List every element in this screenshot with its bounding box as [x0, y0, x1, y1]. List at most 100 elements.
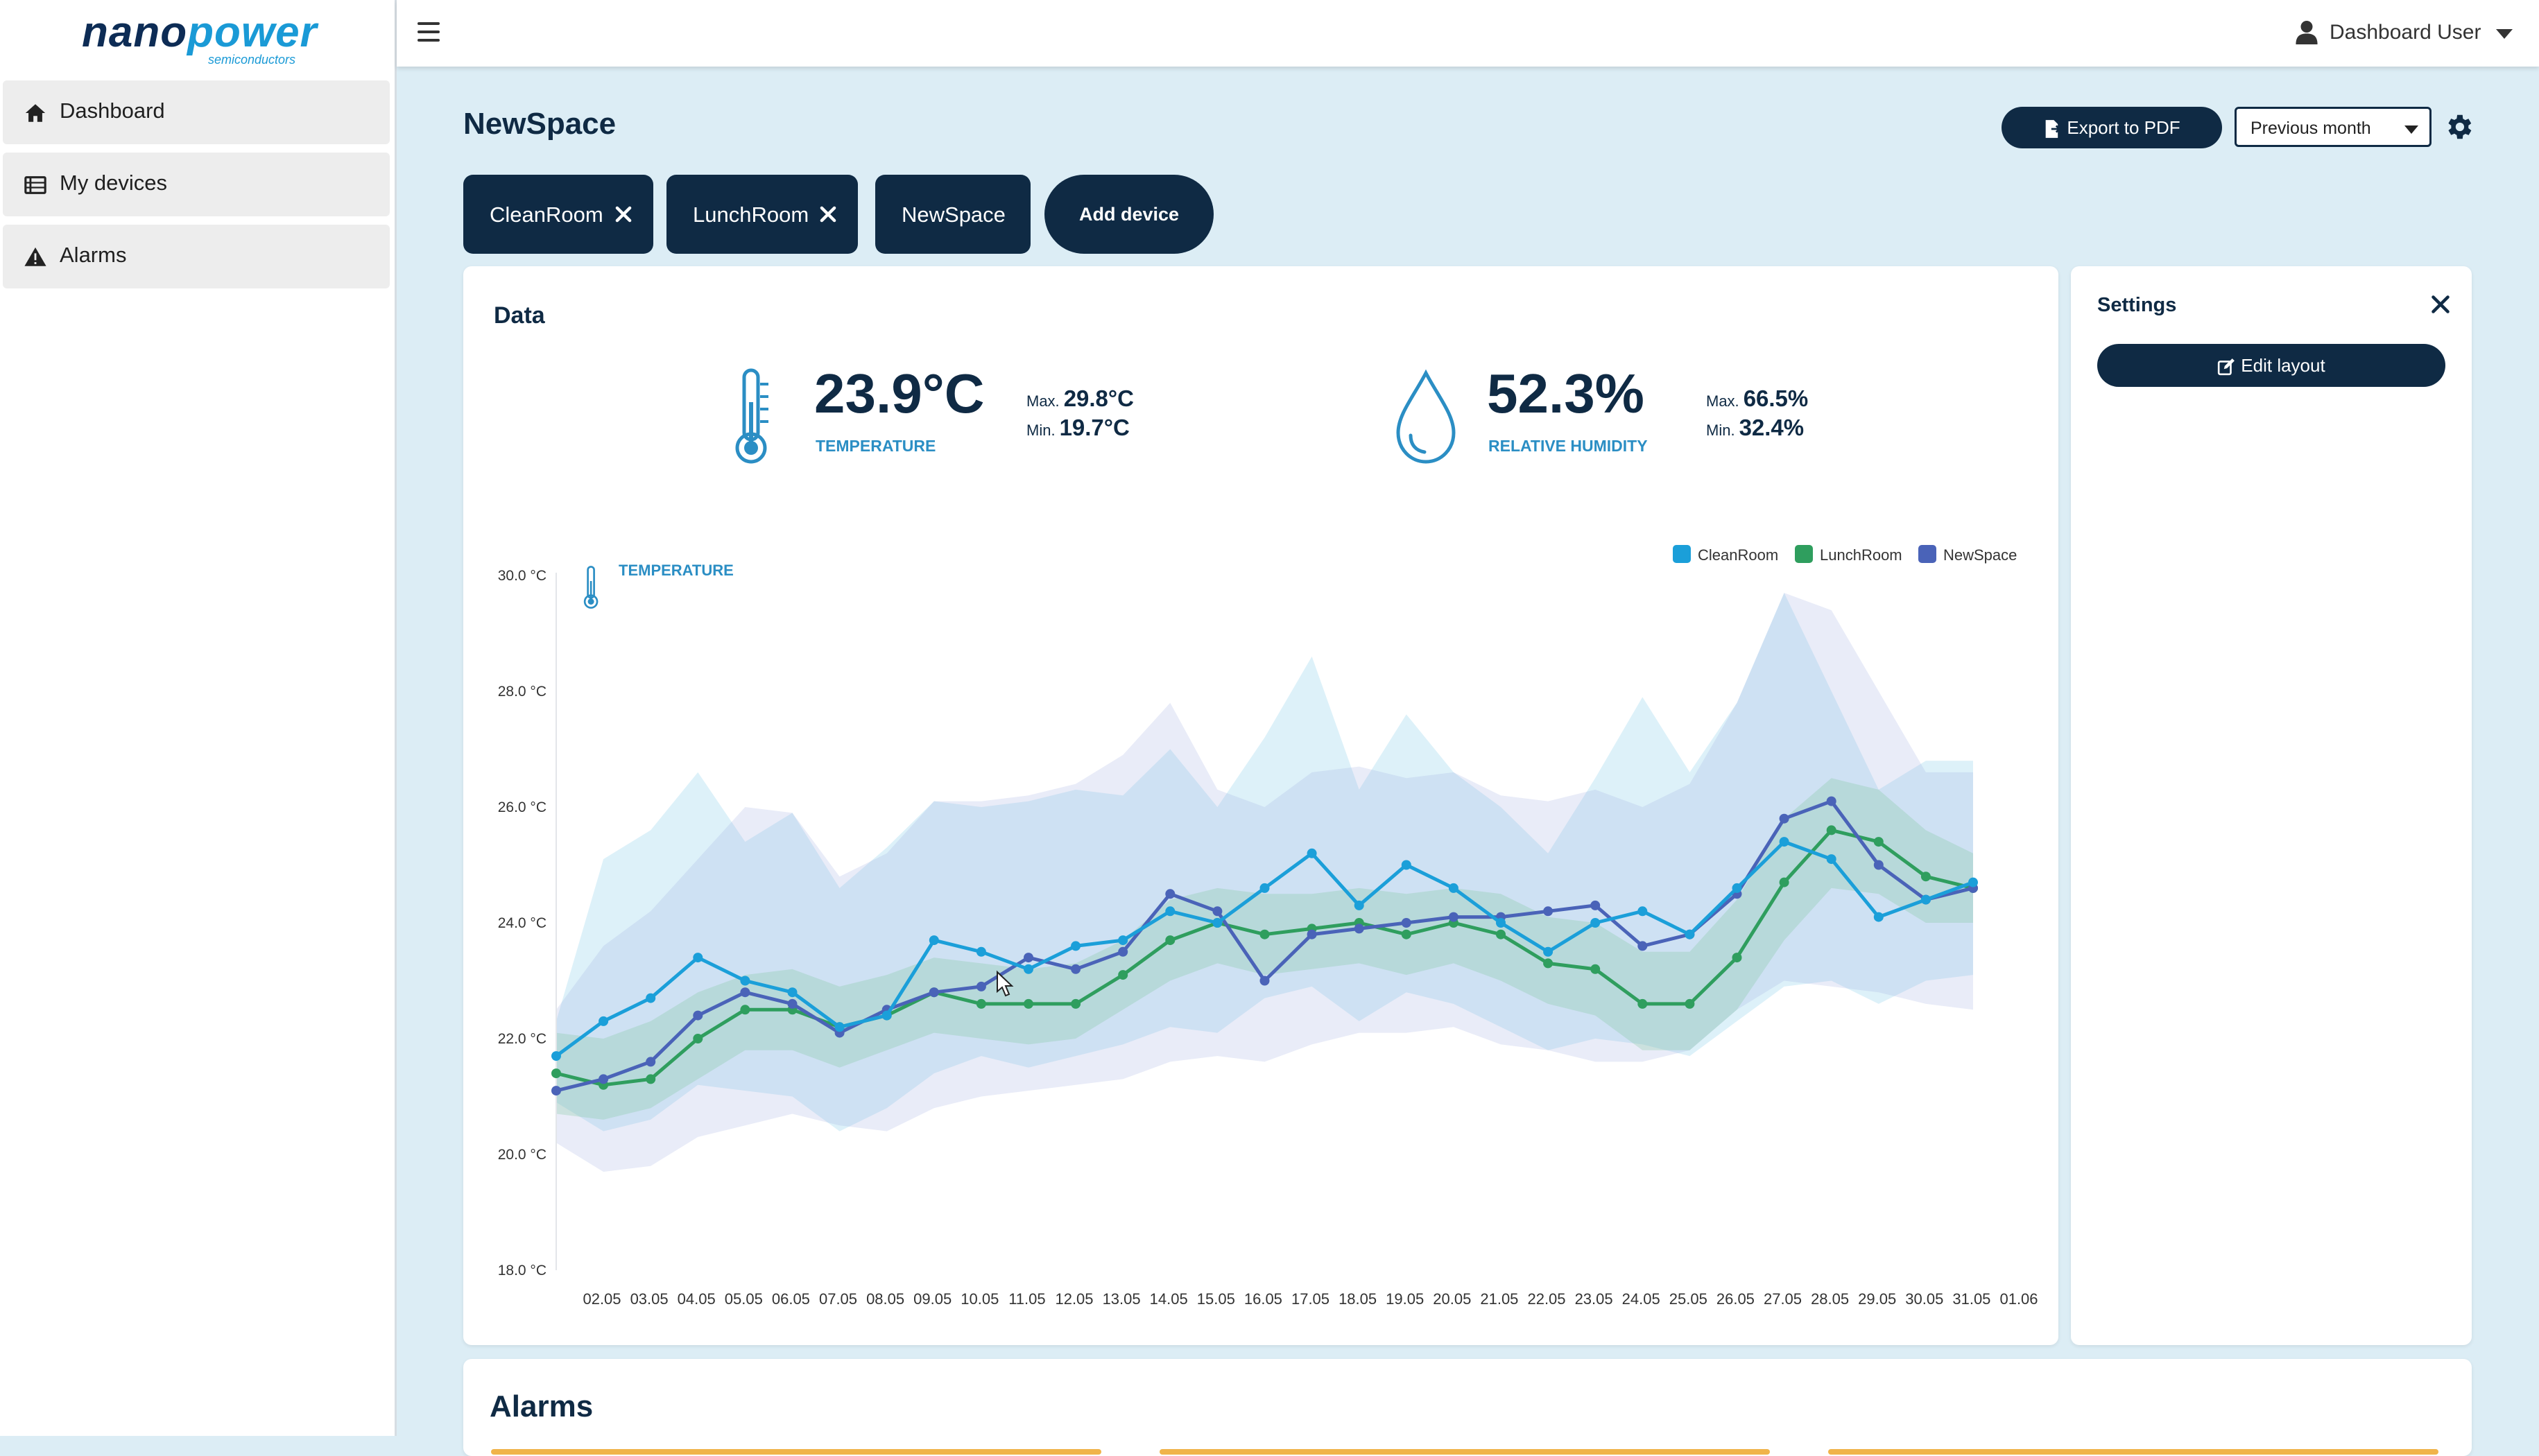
data-point-cleanroom[interactable]: [1448, 883, 1458, 893]
data-point-lunchroom[interactable]: [1920, 872, 1931, 882]
data-point-newspace[interactable]: [1071, 964, 1081, 974]
data-point-cleanroom[interactable]: [976, 946, 986, 957]
data-point-cleanroom[interactable]: [1637, 906, 1648, 917]
data-point-cleanroom[interactable]: [1826, 854, 1836, 865]
data-point-cleanroom[interactable]: [551, 1051, 561, 1061]
data-point-cleanroom[interactable]: [1590, 918, 1601, 928]
data-point-lunchroom[interactable]: [1590, 964, 1601, 974]
data-point-lunchroom[interactable]: [1071, 998, 1081, 1009]
device-tag-cleanroom[interactable]: CleanRoom: [463, 175, 653, 254]
device-tag-newspace[interactable]: NewSpace: [875, 175, 1031, 254]
data-point-lunchroom[interactable]: [1543, 958, 1553, 969]
sidebar-item-alarms[interactable]: Alarms: [3, 225, 390, 288]
data-point-lunchroom[interactable]: [1401, 929, 1411, 939]
data-point-cleanroom[interactable]: [929, 935, 939, 946]
data-point-lunchroom[interactable]: [693, 1034, 703, 1043]
sidebar-item-dashboard[interactable]: Dashboard: [3, 80, 390, 144]
data-point-newspace[interactable]: [646, 1057, 656, 1067]
data-point-cleanroom[interactable]: [1685, 929, 1695, 939]
data-point-lunchroom[interactable]: [976, 998, 986, 1009]
export-pdf-button[interactable]: Export to PDF: [2002, 107, 2222, 148]
data-point-cleanroom[interactable]: [1354, 900, 1364, 910]
sidebar-item-my-devices[interactable]: My devices: [3, 153, 390, 216]
data-point-lunchroom[interactable]: [551, 1068, 561, 1079]
alarm-item[interactable]: [1160, 1449, 1770, 1455]
data-point-lunchroom[interactable]: [1826, 825, 1836, 835]
data-point-cleanroom[interactable]: [1496, 918, 1506, 928]
device-tag-lunchroom[interactable]: LunchRoom: [666, 175, 858, 254]
data-point-lunchroom[interactable]: [1873, 837, 1884, 847]
data-point-newspace[interactable]: [1118, 946, 1128, 957]
data-point-newspace[interactable]: [1779, 813, 1789, 824]
data-point-cleanroom[interactable]: [1212, 918, 1223, 928]
legend-label[interactable]: NewSpace: [1943, 546, 2017, 564]
close-icon[interactable]: [614, 205, 632, 223]
data-point-cleanroom[interactable]: [1118, 935, 1128, 946]
data-point-newspace[interactable]: [693, 1010, 703, 1021]
alarm-item[interactable]: [491, 1449, 1101, 1455]
data-point-cleanroom[interactable]: [1401, 860, 1411, 870]
data-point-newspace[interactable]: [787, 998, 798, 1009]
data-point-lunchroom[interactable]: [1779, 877, 1789, 887]
data-point-cleanroom[interactable]: [787, 987, 798, 998]
data-point-newspace[interactable]: [1826, 796, 1836, 806]
data-point-cleanroom[interactable]: [881, 1010, 892, 1021]
data-point-cleanroom[interactable]: [1873, 912, 1884, 922]
data-point-cleanroom[interactable]: [1024, 964, 1033, 974]
data-point-newspace[interactable]: [551, 1086, 561, 1096]
data-point-lunchroom[interactable]: [1259, 929, 1270, 939]
data-point-newspace[interactable]: [976, 981, 986, 991]
data-point-lunchroom[interactable]: [1118, 970, 1128, 980]
data-point-cleanroom[interactable]: [1259, 883, 1270, 893]
gear-icon[interactable]: [2443, 111, 2475, 143]
data-point-newspace[interactable]: [1259, 976, 1270, 986]
legend-label[interactable]: CleanRoom: [1698, 546, 1778, 564]
data-point-lunchroom[interactable]: [1165, 935, 1176, 946]
legend-swatch: [1795, 545, 1813, 563]
data-point-lunchroom[interactable]: [1732, 953, 1742, 963]
data-point-lunchroom[interactable]: [1637, 998, 1648, 1009]
data-point-newspace[interactable]: [1307, 929, 1317, 939]
period-select[interactable]: Previous month: [2235, 107, 2432, 147]
data-point-lunchroom[interactable]: [740, 1005, 750, 1015]
data-point-lunchroom[interactable]: [1024, 998, 1033, 1009]
data-point-newspace[interactable]: [1637, 941, 1648, 951]
alarm-item[interactable]: [1828, 1449, 2438, 1455]
data-point-newspace[interactable]: [1543, 906, 1553, 917]
add-device-button[interactable]: Add device: [1044, 175, 1214, 254]
data-point-cleanroom[interactable]: [646, 993, 656, 1003]
user-menu[interactable]: Dashboard User: [2295, 18, 2517, 49]
data-point-newspace[interactable]: [1448, 912, 1458, 922]
close-icon[interactable]: [819, 205, 837, 223]
edit-layout-button[interactable]: Edit layout: [2097, 344, 2445, 387]
data-point-newspace[interactable]: [1354, 924, 1364, 934]
data-point-cleanroom[interactable]: [693, 953, 703, 963]
data-point-cleanroom[interactable]: [1071, 941, 1081, 951]
legend-label[interactable]: LunchRoom: [1820, 546, 1902, 564]
data-point-cleanroom[interactable]: [599, 1016, 609, 1026]
data-point-lunchroom[interactable]: [646, 1074, 656, 1084]
data-point-newspace[interactable]: [1024, 953, 1033, 963]
data-point-newspace[interactable]: [1212, 906, 1223, 917]
range-band-cleanroom: [556, 593, 1973, 1132]
data-point-newspace[interactable]: [1165, 889, 1176, 899]
data-point-cleanroom[interactable]: [1165, 906, 1176, 917]
close-icon[interactable]: [2430, 294, 2451, 315]
data-point-cleanroom[interactable]: [834, 1022, 845, 1032]
data-point-lunchroom[interactable]: [1685, 998, 1695, 1009]
data-point-cleanroom[interactable]: [1732, 883, 1742, 893]
data-point-cleanroom[interactable]: [1968, 877, 1978, 887]
data-point-cleanroom[interactable]: [1920, 894, 1931, 905]
data-point-cleanroom[interactable]: [740, 976, 750, 986]
data-point-cleanroom[interactable]: [1779, 837, 1789, 847]
data-point-newspace[interactable]: [1401, 918, 1411, 928]
data-point-newspace[interactable]: [1590, 900, 1601, 910]
data-point-newspace[interactable]: [599, 1074, 609, 1084]
data-point-newspace[interactable]: [1873, 860, 1884, 870]
data-point-newspace[interactable]: [740, 987, 750, 998]
menu-toggle-button[interactable]: [418, 22, 440, 43]
data-point-cleanroom[interactable]: [1307, 848, 1317, 858]
data-point-cleanroom[interactable]: [1543, 946, 1553, 957]
data-point-lunchroom[interactable]: [1496, 929, 1506, 939]
data-point-newspace[interactable]: [929, 987, 939, 998]
